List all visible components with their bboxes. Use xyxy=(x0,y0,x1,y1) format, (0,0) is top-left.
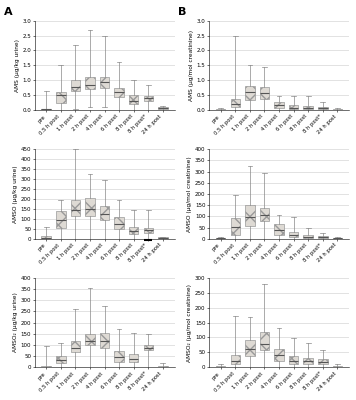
PathPatch shape xyxy=(231,355,240,364)
Text: A: A xyxy=(4,7,12,17)
PathPatch shape xyxy=(143,228,153,233)
PathPatch shape xyxy=(85,78,95,89)
Y-axis label: AMSO (µg/kg urine): AMSO (µg/kg urine) xyxy=(13,165,18,223)
PathPatch shape xyxy=(274,102,284,108)
PathPatch shape xyxy=(114,217,124,229)
Y-axis label: AMS (µg/mol creatinine): AMS (µg/mol creatinine) xyxy=(189,30,194,101)
PathPatch shape xyxy=(245,86,255,100)
PathPatch shape xyxy=(41,366,51,367)
PathPatch shape xyxy=(274,224,284,235)
PathPatch shape xyxy=(289,105,298,109)
PathPatch shape xyxy=(289,232,298,237)
PathPatch shape xyxy=(245,205,255,226)
PathPatch shape xyxy=(260,208,269,221)
PathPatch shape xyxy=(216,238,225,239)
PathPatch shape xyxy=(318,359,328,364)
PathPatch shape xyxy=(143,96,153,101)
PathPatch shape xyxy=(333,238,342,239)
PathPatch shape xyxy=(303,235,313,238)
PathPatch shape xyxy=(231,99,240,107)
PathPatch shape xyxy=(231,218,240,235)
PathPatch shape xyxy=(114,88,124,97)
Y-axis label: AMSO₂ (µg/mol creatinine): AMSO₂ (µg/mol creatinine) xyxy=(187,284,192,362)
PathPatch shape xyxy=(274,349,284,361)
PathPatch shape xyxy=(303,106,313,109)
PathPatch shape xyxy=(100,206,109,220)
PathPatch shape xyxy=(129,354,138,362)
PathPatch shape xyxy=(260,87,269,99)
Text: B: B xyxy=(178,7,187,17)
PathPatch shape xyxy=(114,351,124,362)
PathPatch shape xyxy=(70,80,80,91)
PathPatch shape xyxy=(216,109,225,110)
PathPatch shape xyxy=(260,332,269,350)
PathPatch shape xyxy=(100,78,109,88)
PathPatch shape xyxy=(85,198,95,216)
PathPatch shape xyxy=(318,236,328,238)
PathPatch shape xyxy=(158,366,168,367)
PathPatch shape xyxy=(70,200,80,216)
PathPatch shape xyxy=(289,356,298,364)
PathPatch shape xyxy=(129,95,138,104)
PathPatch shape xyxy=(333,109,342,110)
PathPatch shape xyxy=(56,211,66,228)
PathPatch shape xyxy=(100,333,109,348)
PathPatch shape xyxy=(303,358,313,364)
PathPatch shape xyxy=(41,236,51,239)
PathPatch shape xyxy=(318,107,328,109)
PathPatch shape xyxy=(216,366,225,367)
Y-axis label: AMSO (µg/mol creatinine): AMSO (µg/mol creatinine) xyxy=(187,156,192,232)
Y-axis label: AMSO₂ (µg/kg urine): AMSO₂ (µg/kg urine) xyxy=(13,292,18,352)
PathPatch shape xyxy=(158,237,168,239)
PathPatch shape xyxy=(56,92,66,103)
PathPatch shape xyxy=(70,341,80,352)
PathPatch shape xyxy=(333,366,342,367)
PathPatch shape xyxy=(129,227,138,234)
PathPatch shape xyxy=(85,334,95,346)
Y-axis label: AMS (µg/kg urine): AMS (µg/kg urine) xyxy=(15,39,20,92)
PathPatch shape xyxy=(56,356,66,363)
PathPatch shape xyxy=(245,340,255,356)
PathPatch shape xyxy=(158,107,168,109)
PathPatch shape xyxy=(41,109,51,110)
PathPatch shape xyxy=(143,346,153,350)
